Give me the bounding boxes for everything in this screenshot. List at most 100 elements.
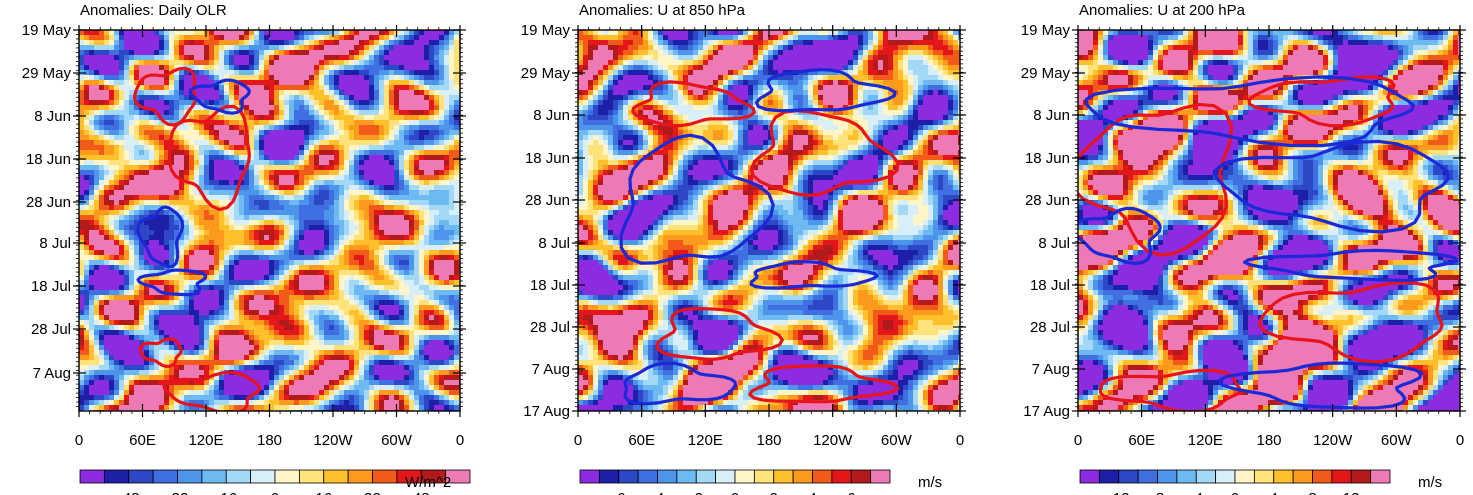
y-tick-label: 7 Aug — [1032, 361, 1070, 378]
colorbar-label: 2 — [770, 490, 778, 495]
positive-contour — [655, 306, 784, 361]
x-tick-label: 60E — [129, 432, 156, 449]
x-tick-label: 60W — [881, 432, 913, 449]
negative-contour — [623, 361, 737, 406]
y-tick-label: 8 Jul — [1038, 235, 1070, 252]
colorbar-bin — [812, 469, 833, 484]
colorbar-bin — [298, 469, 325, 484]
y-tick-label: 17 Aug — [1023, 403, 1070, 420]
colorbar-bin — [1118, 469, 1139, 484]
colorbar-label: 0 — [731, 490, 739, 495]
colorbar-bin — [1331, 469, 1352, 484]
colorbar-label: 0 — [271, 490, 279, 495]
heatmap-field — [79, 30, 460, 411]
y-tick-label: 28 Jul — [1030, 319, 1070, 336]
positive-contour — [1247, 75, 1396, 128]
colorbar-bin — [657, 469, 678, 484]
colorbar-units: m/s — [1418, 474, 1442, 491]
y-tick-label: 17 Aug — [523, 403, 570, 420]
negative-contour — [136, 205, 185, 269]
colorbar-bin — [323, 469, 349, 484]
x-tick-label: 180 — [257, 432, 282, 449]
y-tick-label: 28 Jul — [31, 321, 71, 338]
y-tick-label: 18 Jul — [1030, 277, 1070, 294]
colorbar-bin — [579, 469, 600, 484]
colorbar-label: 6 — [847, 490, 855, 495]
panel-2: Anomalies: U at 850 hPa 19 May 29 May 8 Jun… — [521, 2, 966, 495]
colorbar-bin — [715, 469, 736, 484]
panel-title: Anomalies: U at 200 hPa — [1079, 2, 1246, 19]
y-tick-label: 8 Jun — [34, 108, 71, 125]
negative-contour — [136, 268, 208, 297]
x-tick-label: 120W — [813, 432, 853, 449]
panel-title: Anomalies: U at 850 hPa — [579, 2, 746, 19]
colorbar-bin — [734, 469, 755, 484]
y-tick-label: 7 Aug — [532, 361, 570, 378]
x-tick-label: 60E — [628, 432, 655, 449]
y-tick-label: 28 Jun — [1025, 192, 1070, 209]
y-tick-label: 19 May — [22, 22, 72, 39]
positive-contour — [748, 364, 900, 404]
colorbar-bin — [1292, 469, 1313, 484]
colorbar-bin — [1079, 469, 1100, 484]
colorbar-label: 0 — [1231, 490, 1239, 495]
negative-contour — [188, 78, 251, 115]
colorbar-bin — [753, 469, 775, 484]
x-tick-label: 0 — [456, 432, 464, 449]
colorbar-label: 48 — [413, 490, 430, 495]
colorbar-bin — [618, 469, 639, 484]
panel-1: Anomalies: Daily OLR 19 May 29 May 8 Jun 18 … — [22, 2, 471, 495]
colorbar-bin — [695, 469, 717, 484]
x-tick-label: 0 — [574, 432, 582, 449]
colorbar-label: 32 — [364, 490, 381, 495]
colorbar-bin — [1195, 469, 1217, 484]
colorbar-bin — [1137, 469, 1158, 484]
positive-contour — [1098, 368, 1242, 411]
colorbar-bin — [347, 469, 373, 484]
colorbar-label: -8 — [1151, 490, 1164, 495]
y-tick-label: 8 Jun — [1033, 107, 1070, 124]
colorbar-bin — [152, 469, 178, 484]
negative-contour — [749, 260, 879, 290]
x-tick-label: 0 — [1074, 432, 1082, 449]
colorbar-bin — [79, 469, 105, 484]
colorbar-bin — [1215, 469, 1236, 484]
y-tick-label: 18 Jun — [1025, 150, 1070, 167]
positive-contour — [1078, 102, 1234, 257]
x-tick-label: 0 — [1456, 432, 1464, 449]
positive-contour — [1258, 280, 1444, 364]
x-tick-label: 0 — [956, 432, 964, 449]
colorbar-label: 8 — [1308, 490, 1316, 495]
colorbar-label: -12 — [1108, 490, 1130, 495]
colorbar-bin — [637, 469, 658, 484]
x-tick-label: 120W — [1313, 432, 1353, 449]
positive-contour — [749, 109, 900, 197]
x-tick-label: 60W — [1381, 432, 1413, 449]
positive-contour — [631, 80, 756, 128]
x-tick-label: 0 — [75, 432, 83, 449]
colorbar-bin — [598, 469, 620, 484]
colorbar: -48 -32 -16 0 16 32 48W/m^2 — [79, 469, 471, 495]
colorbar-label: -4 — [651, 490, 664, 495]
colorbar-bin — [177, 469, 203, 484]
negative-contour — [754, 68, 897, 113]
colorbar-label: 12 — [1343, 490, 1360, 495]
y-tick-label: 7 Aug — [33, 365, 71, 382]
colorbar-label: 4 — [1270, 490, 1278, 495]
colorbar-bin — [1176, 469, 1197, 484]
panel-3: Anomalies: U at 200 hPa 19 May 29 May 8 Jun… — [1021, 2, 1466, 495]
x-tick-label: 60W — [381, 432, 413, 449]
negative-contour — [1217, 361, 1424, 410]
colorbar-bin — [128, 469, 154, 484]
colorbar-bin — [1273, 469, 1294, 484]
colorbar-label: -4 — [1190, 490, 1203, 495]
colorbar-bin — [250, 469, 276, 484]
x-tick-label: 120E — [1188, 432, 1223, 449]
x-tick-label: 120E — [188, 432, 223, 449]
x-tick-label: 120E — [688, 432, 723, 449]
x-tick-label: 180 — [1256, 432, 1281, 449]
positive-contour — [167, 104, 251, 212]
y-tick-label: 29 May — [1021, 65, 1071, 82]
y-tick-label: 8 Jul — [39, 235, 71, 252]
